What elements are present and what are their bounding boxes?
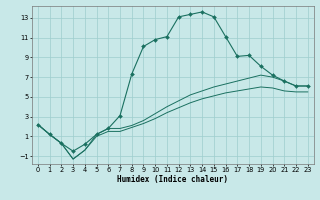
X-axis label: Humidex (Indice chaleur): Humidex (Indice chaleur) [117, 175, 228, 184]
